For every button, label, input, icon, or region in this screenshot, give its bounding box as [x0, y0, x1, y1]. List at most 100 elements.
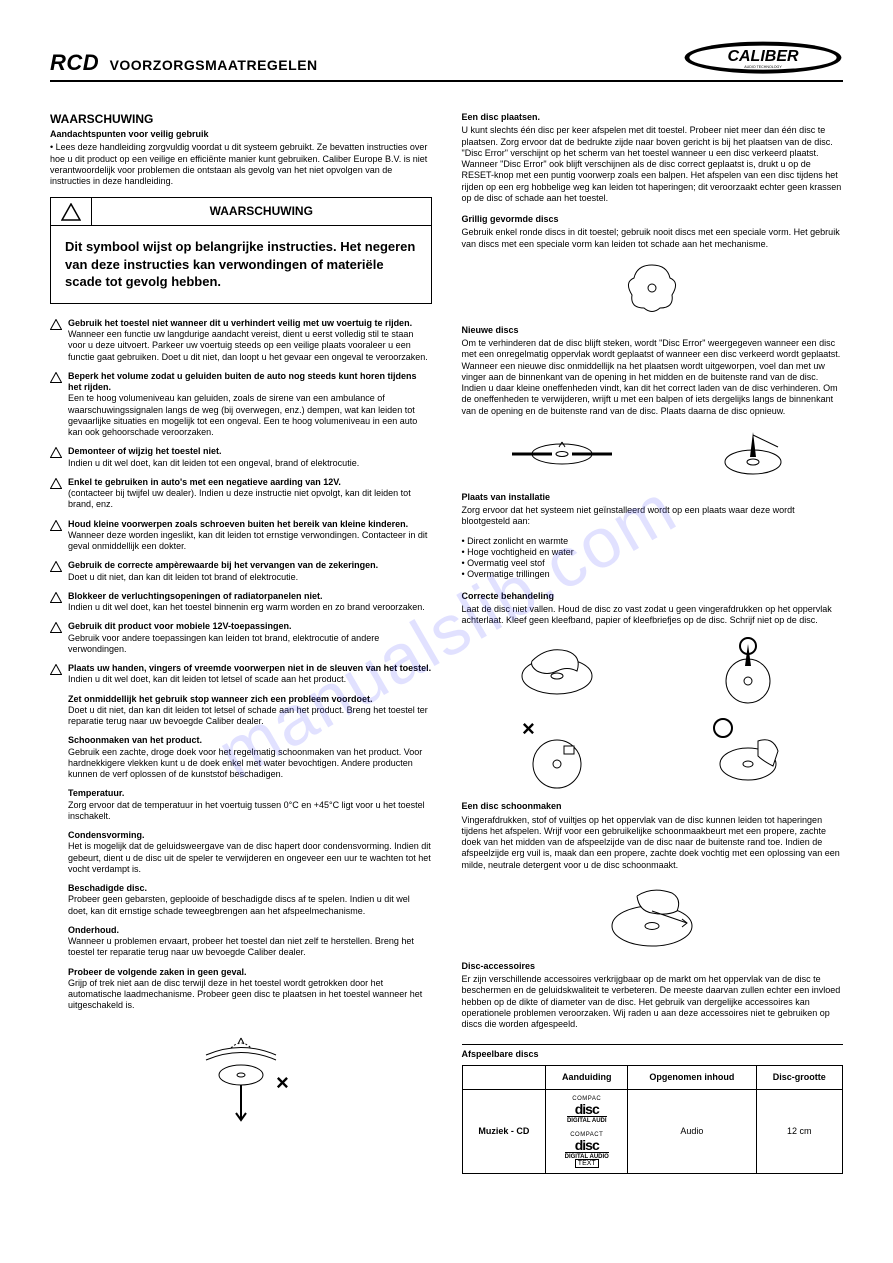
warning-item-text: (contacteer bij twijfel uw dealer). Indi…	[68, 488, 411, 509]
info-item: Temperatuur. Zorg ervoor dat de temperatu…	[68, 788, 432, 822]
accessories-text: Er zijn verschillende accessoires verkri…	[462, 974, 844, 1030]
warning-item-text: Indien u dit wel doet, kan dit leiden to…	[68, 458, 359, 468]
warning-item: Enkel te gebruiken in auto's met een neg…	[50, 477, 432, 511]
table-content: Audio	[628, 1089, 756, 1173]
info-item-text: Probeer geen gebarsten, geplooide of bes…	[68, 894, 410, 915]
disc-insert-title: Een disc plaatsen.	[462, 112, 844, 123]
table-logos: COMPAC disc DIGITAL AUDI COMPACT disc DI…	[546, 1089, 628, 1173]
info-item-text: Het is mogelijk dat de geluidsweergave v…	[68, 841, 431, 874]
handling-title: Correcte behandeling	[462, 591, 844, 602]
triangle-icon	[50, 591, 62, 614]
warning-item-text: Indien u dit wel doet, kan dit leiden to…	[68, 674, 346, 684]
warning-item: Houd kleine voorwerpen zoals schroeven b…	[50, 519, 432, 553]
info-item: Schoonmaken van het product. Gebruik een …	[68, 735, 432, 780]
irregular-discs-text: Gebruik enkel ronde discs in dit toestel…	[462, 227, 844, 250]
table-size: 12 cm	[756, 1089, 842, 1173]
safe-use-title: Aandachtspunten voor veilig gebruik	[50, 129, 432, 140]
handling-diagram-row1	[462, 636, 844, 706]
accessories-title: Disc-accessoires	[462, 961, 844, 972]
info-item-text: Gebruik een zachte, droge doek voor het …	[68, 747, 422, 780]
warning-item: Beperk het volume zodat u geluiden buite…	[50, 371, 432, 439]
info-item-title: Temperatuur.	[68, 788, 124, 798]
warning-item-title: Enkel te gebruiken in auto's met een neg…	[68, 477, 341, 487]
warning-item-title: Gebruik het toestel niet wanneer dit u v…	[68, 318, 412, 328]
warning-item-title: Gebruik de correcte ampèrewaarde bij het…	[68, 560, 378, 570]
info-item: Beschadigde disc.Probeer geen gebarsten,…	[68, 883, 432, 917]
warning-item-text: Doet u dit niet, dan kan dit leiden tot …	[68, 572, 298, 582]
warning-item-text: Een te hoog volumeniveau kan geluiden, z…	[68, 393, 417, 437]
warning-item: Blokkeer de verluchtingsopeningen of rad…	[50, 591, 432, 614]
handling-text: Laat de disc niet vallen. Houd de disc z…	[462, 604, 844, 627]
info-item: Condensvorming.Het is mogelijk dat de ge…	[68, 830, 432, 875]
header-title-text: VOORZORGSMAATREGELEN	[110, 57, 318, 73]
cleaning-text: Vingerafdrukken, stof of vuiltjes op het…	[462, 815, 844, 871]
svg-text:×: ×	[522, 716, 535, 741]
info-item-text: Zorg ervoor dat de temperatuur in het vo…	[68, 800, 425, 821]
info-item: Zet onmiddellijk het gebruik stop wannee…	[68, 694, 432, 728]
info-item-text: Wanneer u problemen ervaart, probeer het…	[68, 936, 414, 957]
left-column: WAARSCHUWING Aandachtspunten voor veilig…	[50, 112, 432, 1174]
installation-title: Plaats van installatie	[462, 492, 844, 503]
warning-box-label: WAARSCHUWING	[92, 198, 431, 225]
svg-text:AUDIO TECHNOLOGY: AUDIO TECHNOLOGY	[744, 65, 782, 69]
warning-item-text: Gebruik voor andere toepassingen kan lei…	[68, 633, 379, 654]
warning-item-text: Wanneer deze worden ingeslikt, kan dit l…	[68, 530, 427, 551]
info-item-title: Schoonmaken van het product.	[68, 735, 202, 745]
installation-text: Zorg ervoor dat het systeem niet geïnsta…	[462, 505, 844, 528]
safe-use-text: • Lees deze handleiding zorgvuldig voord…	[50, 142, 432, 187]
warning-item-title: Gebruik dit product voor mobiele 12V-toe…	[68, 621, 292, 631]
cleaning-diagram	[597, 881, 707, 951]
triangle-icon	[50, 663, 62, 686]
disc-insert-diagram: ×	[181, 1020, 301, 1140]
triangle-icon	[50, 519, 62, 553]
info-item-title: Condensvorming.	[68, 830, 145, 840]
warning-heading: WAARSCHUWING	[50, 112, 432, 127]
irregular-discs-title: Grillig gevormde discs	[462, 214, 844, 225]
triangle-icon	[50, 477, 62, 511]
header-code: RCD	[50, 50, 99, 75]
info-item-text: Doet u dit niet, dan kan dit leiden tot …	[68, 705, 428, 726]
disc-insert-text: U kunt slechts één disc per keer afspele…	[462, 125, 844, 204]
warning-item-title: Plaats uw handen, vingers of vreemde voo…	[68, 663, 431, 673]
table-row-label: Muziek - CD	[462, 1089, 546, 1173]
info-item: Onderhoud.Wanneer u problemen ervaart, p…	[68, 925, 432, 959]
page-title: RCD VOORZORGSMAATREGELEN	[50, 50, 318, 76]
info-item-title: Probeer de volgende zaken in geen geval.	[68, 967, 247, 977]
triangle-icon	[50, 621, 62, 655]
playable-discs-title: Afspeelbare discs	[462, 1049, 844, 1060]
new-discs-text: Om te verhinderen dat de disc blijft ste…	[462, 338, 844, 417]
info-item-text: Grijp of trek niet aan de disc terwijl d…	[68, 978, 422, 1011]
warning-item-title: Beperk het volume zodat u geluiden buite…	[68, 371, 417, 392]
triangle-icon	[50, 318, 62, 363]
info-item-title: Beschadigde disc.	[68, 883, 147, 893]
warning-item: Gebruik het toestel niet wanneer dit u v…	[50, 318, 432, 363]
irregular-disc-icon	[622, 260, 682, 315]
warning-item-text: Wanneer een functie uw langdurige aandac…	[68, 329, 428, 362]
brand-logo: CALIBER AUDIO TECHNOLOGY	[683, 40, 843, 76]
triangle-icon	[50, 560, 62, 583]
warning-item: Gebruik de correcte ampèrewaarde bij het…	[50, 560, 432, 583]
cleaning-title: Een disc schoonmaken	[462, 801, 844, 812]
new-discs-diagram	[462, 427, 844, 482]
info-item-title: Zet onmiddellijk het gebruik stop wannee…	[68, 694, 373, 704]
warning-triangle-icon	[51, 198, 92, 225]
svg-text:×: ×	[276, 1070, 289, 1095]
playable-discs-table: Aanduiding Opgenomen inhoud Disc-grootte…	[462, 1065, 844, 1174]
handling-diagram-row2: ×	[462, 716, 844, 791]
right-column: Een disc plaatsen. U kunt slechts één di…	[462, 112, 844, 1174]
warning-item-title: Houd kleine voorwerpen zoals schroeven b…	[68, 519, 408, 529]
warning-box: WAARSCHUWING Dit symbool wijst op belang…	[50, 197, 432, 304]
header: RCD VOORZORGSMAATREGELEN CALIBER AUDIO T…	[50, 40, 843, 82]
new-discs-title: Nieuwe discs	[462, 325, 844, 336]
warning-item-title: Blokkeer de verluchtingsopeningen of rad…	[68, 591, 323, 601]
svg-text:CALIBER: CALIBER	[727, 48, 799, 65]
warning-item: Demonteer of wijzig het toestel niet.Ind…	[50, 446, 432, 469]
warning-item-text: Indien u dit wel doet, kan het toestel b…	[68, 602, 425, 612]
warning-item: Plaats uw handen, vingers of vreemde voo…	[50, 663, 432, 686]
installation-bullets: Direct zonlicht en warmte Hoge vochtighe…	[462, 536, 844, 581]
triangle-icon	[50, 446, 62, 469]
warning-item: Gebruik dit product voor mobiele 12V-toe…	[50, 621, 432, 655]
triangle-icon	[50, 371, 62, 439]
info-item: Probeer de volgende zaken in geen geval.…	[68, 967, 432, 1012]
warning-box-text: Dit symbool wijst op belangrijke instruc…	[51, 226, 431, 303]
